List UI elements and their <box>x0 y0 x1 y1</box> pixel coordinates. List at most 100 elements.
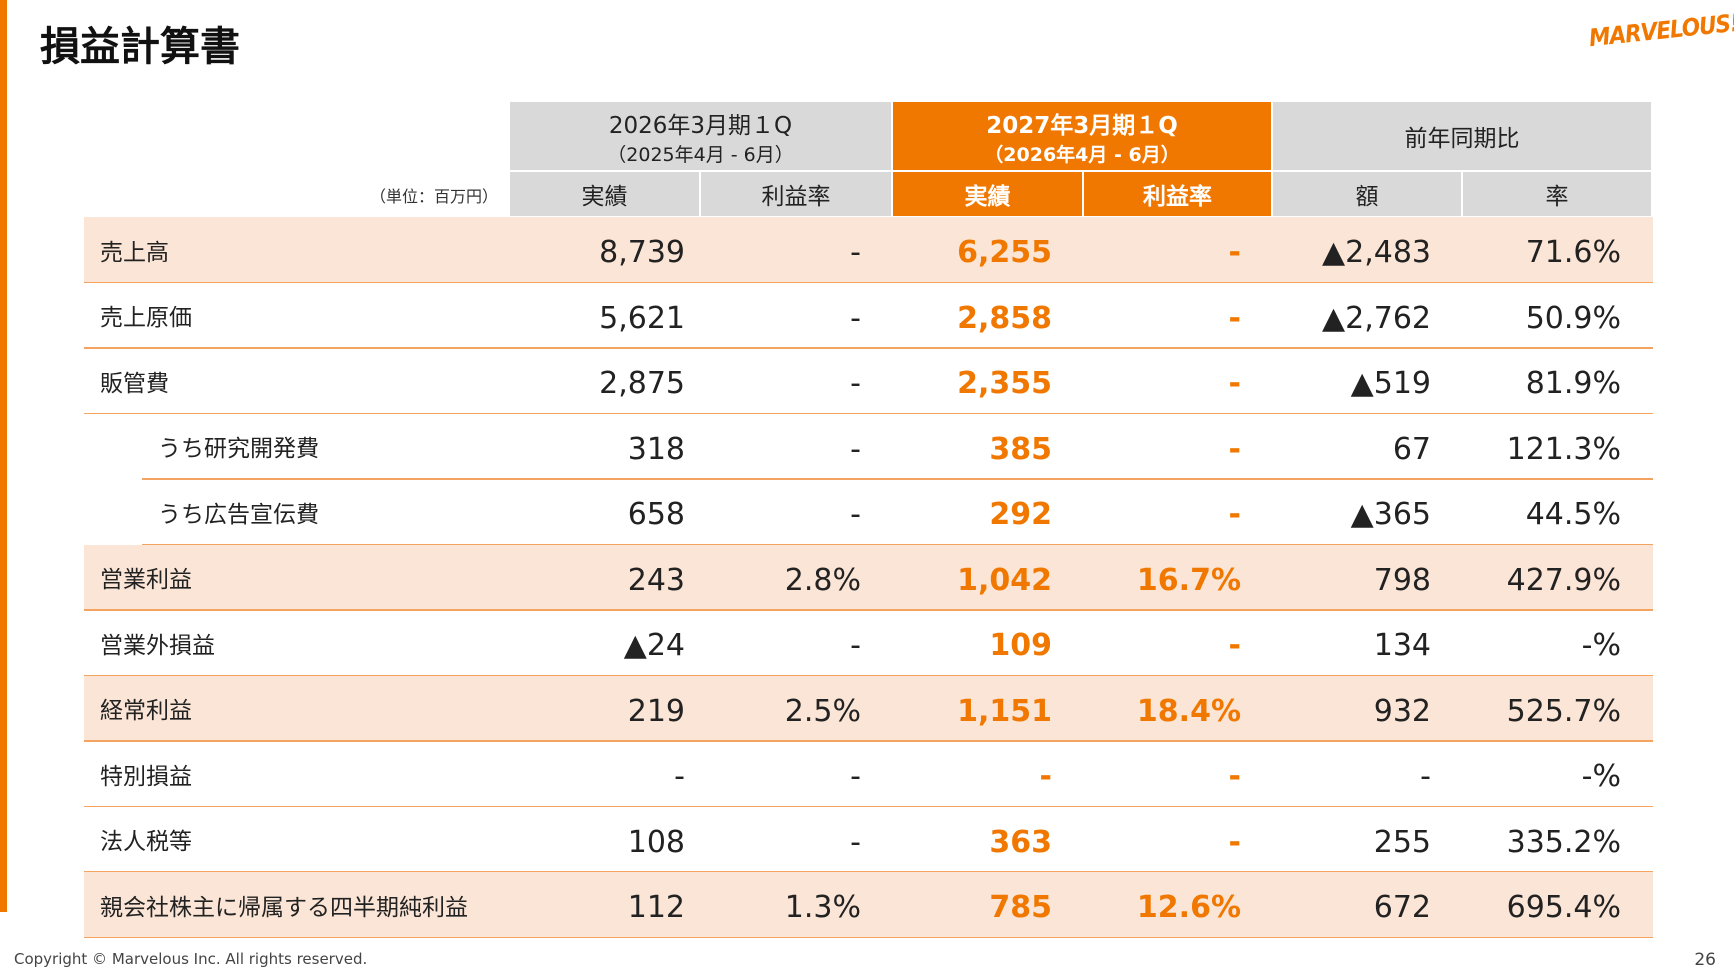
column-header: 率 <box>1463 172 1651 216</box>
cell: - <box>1228 824 1241 860</box>
row-label: 親会社株主に帰属する四半期純利益 <box>100 894 468 921</box>
cell: - <box>850 300 861 336</box>
cell: 6,255 <box>957 235 1052 271</box>
row-label: 法人税等 <box>100 829 192 856</box>
group-header: 前年同期比 <box>1273 102 1651 170</box>
cell: 798 <box>1373 562 1431 598</box>
cell: -% <box>1581 759 1621 795</box>
cell: 785 <box>989 890 1052 926</box>
cell: 427.9% <box>1506 562 1621 598</box>
cell: - <box>850 235 861 271</box>
group-title: 前年同期比 <box>1404 126 1520 152</box>
cell: - <box>1228 300 1241 336</box>
cell: - <box>850 824 861 860</box>
cell: ▲24 <box>623 628 685 664</box>
cell: 50.9% <box>1525 300 1621 336</box>
row-label: うち広告宣伝費 <box>158 501 319 528</box>
row-divider <box>84 740 1653 742</box>
cell: 5,621 <box>599 300 685 336</box>
cell: ▲519 <box>1350 366 1431 402</box>
row-label: うち研究開発費 <box>158 436 319 463</box>
cell: 109 <box>989 628 1052 664</box>
logo: MARVELOUS! <box>1587 8 1734 53</box>
row-label: 販管費 <box>100 370 169 397</box>
column-header: 利益率 <box>1084 172 1271 216</box>
cell: - <box>1228 759 1241 795</box>
cell: 18.4% <box>1136 693 1241 729</box>
cell: 255 <box>1373 824 1431 860</box>
row-label: 営業外損益 <box>100 632 215 659</box>
row-divider <box>84 871 1653 873</box>
cell: - <box>850 366 861 402</box>
cell: 2,355 <box>957 366 1052 402</box>
row-label: 経常利益 <box>100 698 192 725</box>
cell: 363 <box>989 824 1052 860</box>
cell: 1,151 <box>957 693 1052 729</box>
group-subtitle: （2026年4月 - 6月） <box>984 143 1180 166</box>
cell: 385 <box>989 431 1052 467</box>
cell: 1,042 <box>957 562 1052 598</box>
cell: - <box>1039 759 1052 795</box>
row-divider <box>84 805 1653 807</box>
row-divider <box>142 543 1653 545</box>
row-label: 営業利益 <box>100 567 192 594</box>
cell: 672 <box>1373 890 1431 926</box>
cell: 8,739 <box>599 235 685 271</box>
accent-bar <box>0 0 7 912</box>
row-divider <box>142 478 1653 480</box>
group-header: 2027年3月期１Q （2026年4月 - 6月） <box>893 102 1271 170</box>
cell: 2,875 <box>599 366 685 402</box>
row-background <box>84 872 1653 938</box>
row-divider <box>84 412 1653 414</box>
page-number: 26 <box>1694 950 1716 970</box>
cell: 16.7% <box>1136 562 1241 598</box>
cell: 318 <box>627 431 685 467</box>
cell: 67 <box>1392 431 1431 467</box>
copyright: Copyright © Marvelous Inc. All rights re… <box>14 950 368 968</box>
cell: - <box>1228 431 1241 467</box>
cell: 2.5% <box>784 693 861 729</box>
row-background <box>84 217 1653 283</box>
cell: 71.6% <box>1525 235 1621 271</box>
cell: 335.2% <box>1506 824 1621 860</box>
row-background <box>84 544 1653 610</box>
unit-label: （単位：百万円） <box>369 186 498 206</box>
group-title: 2027年3月期１Q <box>986 112 1178 139</box>
cell: 121.3% <box>1506 431 1621 467</box>
cell: - <box>1420 759 1431 795</box>
cell: 44.5% <box>1525 497 1621 533</box>
row-divider <box>84 609 1653 611</box>
cell: 658 <box>627 497 685 533</box>
cell: ▲365 <box>1350 497 1431 533</box>
row-label: 特別損益 <box>100 763 192 790</box>
cell: 292 <box>989 497 1052 533</box>
row-divider <box>84 281 1653 283</box>
cell: 525.7% <box>1506 693 1621 729</box>
cell: - <box>1228 235 1241 271</box>
row-divider <box>84 674 1653 676</box>
cell: - <box>1228 497 1241 533</box>
title: 損益計算書 <box>40 24 240 70</box>
cell: 695.4% <box>1506 890 1621 926</box>
column-header: 実績 <box>510 172 699 216</box>
cell: - <box>850 497 861 533</box>
group-title: 2026年3月期１Q <box>608 112 793 139</box>
cell: 134 <box>1373 628 1431 664</box>
cell: 219 <box>627 693 685 729</box>
row-divider <box>84 347 1653 349</box>
group-subtitle: （2025年4月 - 6月） <box>607 143 794 166</box>
cell: - <box>850 628 861 664</box>
cell: 2.8% <box>784 562 861 598</box>
row-label: 売上原価 <box>100 305 192 332</box>
column-header: 額 <box>1273 172 1461 216</box>
row-divider <box>84 936 1653 938</box>
cell: - <box>1228 628 1241 664</box>
cell: - <box>850 431 861 467</box>
group-header: 2026年3月期１Q （2025年4月 - 6月） <box>510 102 891 170</box>
cell: ▲2,762 <box>1322 300 1431 336</box>
cell: - <box>850 759 861 795</box>
cell: ▲2,483 <box>1322 235 1431 271</box>
cell: 112 <box>627 890 685 926</box>
cell: 108 <box>627 824 685 860</box>
cell: 2,858 <box>957 300 1052 336</box>
